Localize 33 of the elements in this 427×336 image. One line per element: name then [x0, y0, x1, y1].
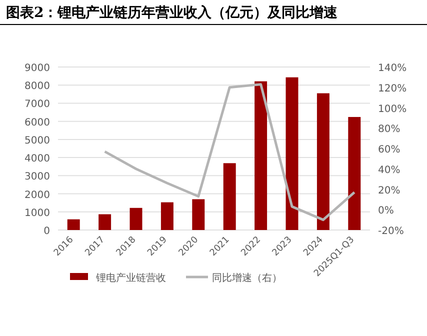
chart-title: 图表2：锂电产业链历年营业收入（亿元）及同比增速: [0, 0, 427, 25]
legend-label: 同比增速（右）: [212, 272, 282, 284]
y2-tick-label: 40%: [378, 164, 400, 176]
y-tick-label: 0: [44, 226, 50, 237]
y2-tick-label: 100%: [378, 104, 407, 115]
bar: [160, 202, 174, 230]
y-tick-label: 9000: [24, 63, 50, 74]
y2-tick-label: 120%: [378, 83, 407, 94]
bar: [192, 199, 205, 230]
bar: [223, 163, 236, 230]
bar: [348, 116, 361, 230]
y2-tick-label: 60%: [378, 144, 400, 156]
y2-tick-label: 20%: [378, 185, 400, 196]
bar: [254, 81, 268, 230]
y-tick-label: 5000: [24, 135, 50, 146]
y-tick-label: 2000: [24, 190, 50, 201]
y-tick-label: 1000: [24, 208, 50, 219]
y-tick-label: 8000: [24, 81, 50, 92]
line-series: [104, 83, 356, 222]
y-tick-label: 7000: [24, 99, 50, 110]
bar: [286, 77, 298, 230]
y-tick-label: 6000: [24, 117, 50, 128]
y-tick-label: 4000: [24, 154, 50, 165]
bar: [98, 214, 112, 230]
y2-tick-label: -20%: [378, 226, 404, 237]
bar: [130, 208, 142, 230]
bar: [316, 93, 330, 230]
y2-tick-label: 0%: [378, 206, 394, 217]
y2-tick-label: 80%: [378, 124, 400, 136]
y-tick-label: 3000: [24, 172, 50, 183]
y2-tick-label: 140%: [378, 63, 407, 74]
legend-label: 锂电产业链营收: [95, 272, 166, 284]
bar: [67, 219, 80, 230]
